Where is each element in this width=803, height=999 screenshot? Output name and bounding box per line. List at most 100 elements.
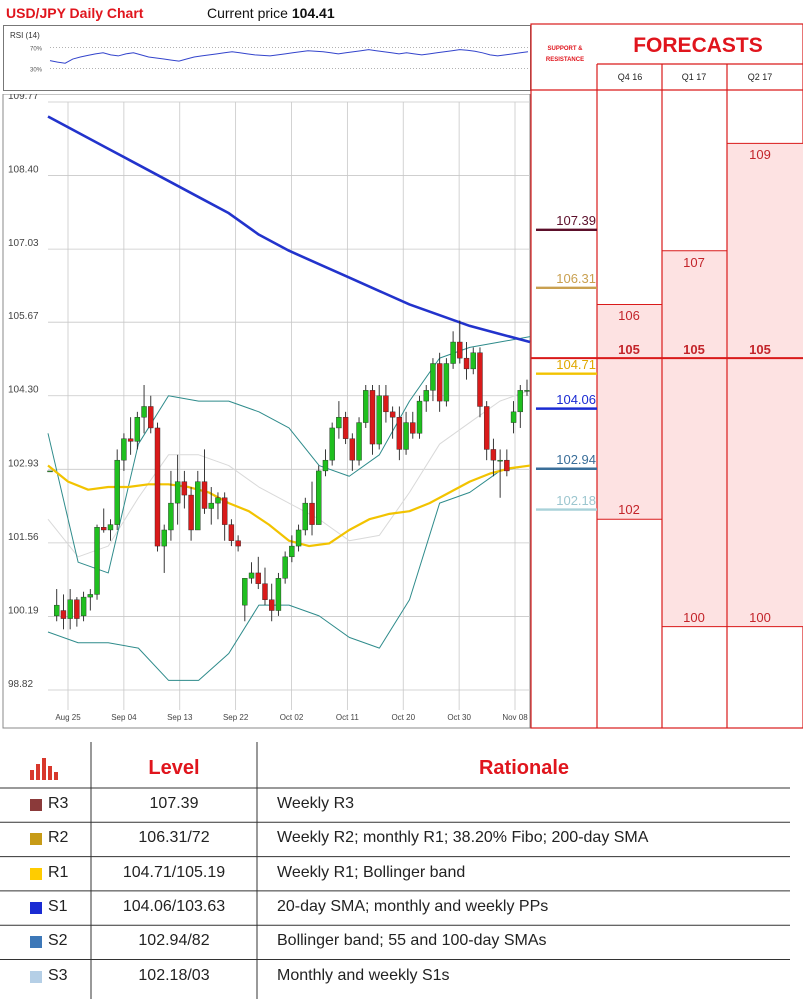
candle-body <box>248 572 255 579</box>
candle-body <box>255 572 261 584</box>
rsi-plot: 70% 30% <box>30 47 529 73</box>
forecast-mid-label: 105 <box>683 342 705 358</box>
rsi-level-label: 30% <box>30 67 43 73</box>
candle-body <box>54 604 60 617</box>
candle-body <box>329 427 335 461</box>
candle-body <box>141 406 147 418</box>
candle-body <box>47 470 53 473</box>
y-tick-label: 107.03 <box>8 238 39 249</box>
x-tick-label: Sep 13 <box>167 713 193 722</box>
candle-body <box>121 438 127 461</box>
support-resistance-title: SUPPORT & RESISTANCE <box>545 46 585 63</box>
chart-title: USD/JPY Daily Chart <box>6 5 144 21</box>
y-tick-label: 98.82 <box>8 679 33 690</box>
level-color-swatch <box>30 799 42 811</box>
candle-body <box>524 390 530 392</box>
forecast-low-label: 100 <box>683 609 705 625</box>
candle-body <box>161 529 167 547</box>
candle-body <box>410 422 416 434</box>
candle-body <box>470 352 476 370</box>
candle-body <box>235 540 241 547</box>
level-value: 106.31/72 <box>138 829 210 847</box>
candle-body <box>114 459 120 525</box>
bollinger-lower-line <box>47 465 531 681</box>
candle-body <box>403 422 409 450</box>
forecast-mid-label: 105 <box>618 342 640 358</box>
quarter-header: Q4 16 <box>617 72 643 82</box>
candle-body <box>107 524 114 531</box>
candle-body <box>168 502 174 531</box>
candle-body <box>302 502 308 531</box>
chart-header: USD/JPY Daily Chart Current price 104.41 <box>0 0 530 24</box>
candle-body <box>457 341 463 359</box>
x-tick-label: Aug 25 <box>55 713 81 722</box>
x-tick-label: Sep 04 <box>111 713 137 722</box>
level-rationale: Bollinger band; 55 and 100-day SMAs <box>277 932 547 950</box>
candle-body <box>228 524 235 541</box>
candle-body <box>221 497 228 525</box>
candle-body <box>80 596 87 617</box>
rsi-label: RSI (14) <box>10 31 40 40</box>
forecast-range <box>727 143 803 627</box>
candle-body <box>275 578 282 611</box>
quarter-header: Q1 17 <box>681 72 707 82</box>
candle-body <box>94 527 100 595</box>
level-code: R1 <box>48 863 69 881</box>
level-header: Level <box>148 757 200 779</box>
candle-body <box>208 502 214 509</box>
candle-body <box>188 494 194 531</box>
level-value: 107.39 <box>149 795 199 812</box>
candle-body <box>295 529 302 547</box>
sma55-line <box>47 464 531 548</box>
candle-body <box>383 395 389 413</box>
candle-body <box>389 411 396 418</box>
candle-body <box>356 422 362 461</box>
candle-body <box>289 545 295 558</box>
candle-body <box>363 390 369 423</box>
candle-body <box>490 449 497 461</box>
forecast-mid-label: 105 <box>749 342 771 358</box>
candle-body <box>60 610 67 619</box>
candle-body <box>396 417 403 450</box>
level-rationale: Weekly R1; Bollinger band <box>277 863 466 881</box>
y-tick-label: 108.40 <box>8 165 39 176</box>
candle-body <box>67 599 73 619</box>
level-value: 102.94/82 <box>138 932 210 950</box>
x-tick-label: Nov 08 <box>502 713 528 722</box>
bollinger-mid-line <box>47 389 531 558</box>
x-tick-label: Sep 22 <box>223 713 249 722</box>
rsi-line <box>49 49 529 64</box>
sr-value-label: 104.06 <box>556 391 596 407</box>
rsi-level-label: 70% <box>30 47 43 53</box>
candle-body <box>517 390 523 413</box>
forecasts-title: FORECASTS <box>633 34 763 57</box>
candle-body <box>74 599 80 619</box>
candle-body <box>148 406 154 429</box>
candle-body <box>215 497 221 504</box>
forecast-range <box>597 304 662 520</box>
x-tick-label: Oct 30 <box>447 713 471 722</box>
y-tick-label: 109.77 <box>8 94 39 102</box>
level-code: R3 <box>48 795 69 812</box>
y-tick-label: 101.56 <box>8 532 39 543</box>
candle-body <box>201 481 208 509</box>
sr-value-label: 104.71 <box>556 356 596 372</box>
forecast-low-label: 100 <box>749 609 771 625</box>
candle-body <box>497 459 503 462</box>
candle-body <box>463 357 470 370</box>
level-value: 104.71/105.19 <box>122 863 226 881</box>
price-chart: 109.77 108.40 107.03 105.67 104.30 102.93 101.… <box>2 94 531 729</box>
level-color-swatch <box>30 901 42 914</box>
level-color-swatch <box>30 936 42 949</box>
rationale-header: Rationale <box>478 757 570 779</box>
candle-body <box>282 556 288 579</box>
candle-body <box>510 411 517 423</box>
candle-body <box>154 427 161 547</box>
level-code: S3 <box>48 966 68 984</box>
sma200-line <box>47 115 531 344</box>
candle-body <box>101 527 107 531</box>
candle-body <box>430 363 436 391</box>
candle-body <box>336 417 342 429</box>
levels-table: Level Rationale R3 107.39 Weekly R3 R2 106.3… <box>0 742 790 999</box>
level-code: R2 <box>48 829 69 847</box>
